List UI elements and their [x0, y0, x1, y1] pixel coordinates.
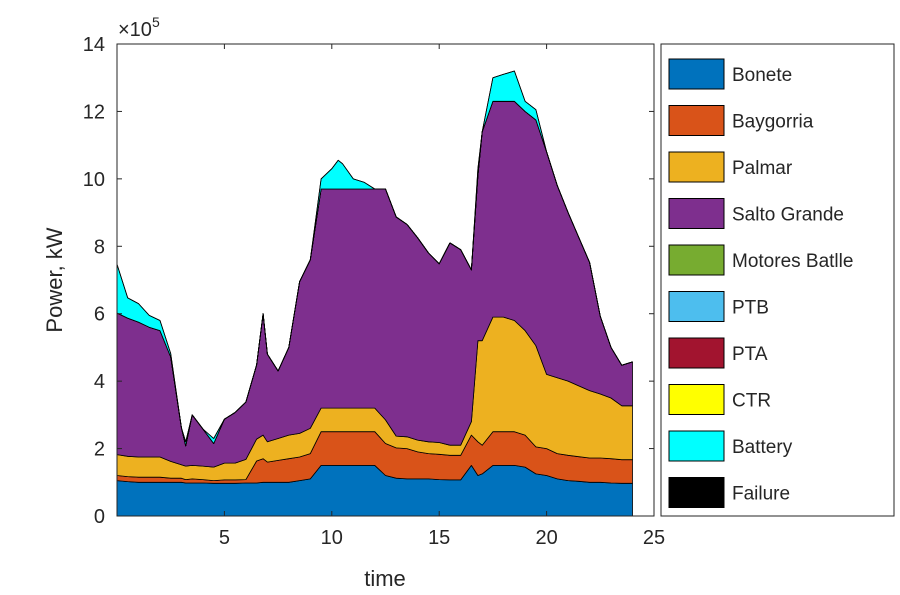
legend-label: Baygorria	[732, 112, 814, 133]
legend-swatch	[668, 58, 725, 90]
legend-swatch	[668, 477, 725, 508]
legend-swatch	[668, 198, 725, 229]
legend-item-baygorria: Baygorria	[668, 105, 814, 136]
y-axis-exponent: ×105	[118, 14, 160, 41]
legend-label: Bonete	[732, 65, 792, 86]
y-tick-label: 8	[94, 236, 105, 258]
x-tick-label: 25	[643, 527, 665, 549]
legend-label: PTB	[732, 298, 769, 319]
x-tick-label: 20	[535, 527, 557, 549]
y-axis-ticks: 0 2 4 6 8 10 12 14	[83, 34, 654, 528]
y-tick-label: 12	[83, 101, 105, 123]
legend-item-motores-batlle: Motores Batlle	[668, 244, 853, 276]
legend-swatch	[668, 151, 725, 183]
x-axis-label: time	[364, 566, 406, 591]
legend-item-ctr: CTR	[668, 384, 771, 415]
legend-item-pta: PTA	[668, 337, 768, 369]
legend-item-ptb: PTB	[668, 291, 769, 322]
y-exponent-power: 5	[152, 14, 160, 30]
legend-item-bonete: Bonete	[668, 58, 792, 90]
legend-label: Battery	[732, 437, 793, 458]
y-axis-label: Power, kW	[42, 227, 67, 332]
x-tick-label: 10	[321, 527, 343, 549]
legend-item-salto-grande: Salto Grande	[668, 198, 844, 229]
plot-area-frame	[116, 43, 655, 517]
legend-item-failure: Failure	[668, 477, 790, 508]
x-tick-label: 5	[219, 527, 230, 549]
y-tick-label: 4	[94, 371, 105, 393]
legend-label: Failure	[732, 484, 790, 505]
legend-item-palmar: Palmar	[668, 151, 793, 183]
legend-label: Motores Batlle	[732, 251, 853, 272]
legend-swatch	[668, 244, 725, 276]
y-tick-label: 0	[94, 506, 105, 528]
legend-label: Salto Grande	[732, 205, 844, 226]
legend-label: CTR	[732, 391, 771, 412]
y-tick-label: 14	[83, 34, 105, 56]
legend-swatch	[668, 105, 725, 136]
area-failure	[116, 70, 633, 443]
legend-label: Palmar	[732, 158, 793, 179]
legend-swatch	[668, 291, 725, 322]
legend-item-battery: Battery	[668, 430, 793, 462]
x-axis-ticks: 5 10 15 20 25	[219, 44, 665, 549]
y-exponent-base: ×10	[118, 19, 152, 41]
x-tick-label: 15	[428, 527, 450, 549]
y-tick-label: 10	[83, 169, 105, 191]
area-layers	[116, 70, 633, 517]
legend: Bonete Baygorria Palmar Salto Grande Motores…	[668, 58, 853, 508]
legend-swatch	[668, 430, 725, 462]
legend-swatch	[668, 337, 725, 369]
y-tick-label: 6	[94, 304, 105, 326]
legend-label: PTA	[732, 344, 768, 365]
legend-swatch	[668, 384, 725, 415]
y-tick-label: 2	[94, 439, 105, 461]
